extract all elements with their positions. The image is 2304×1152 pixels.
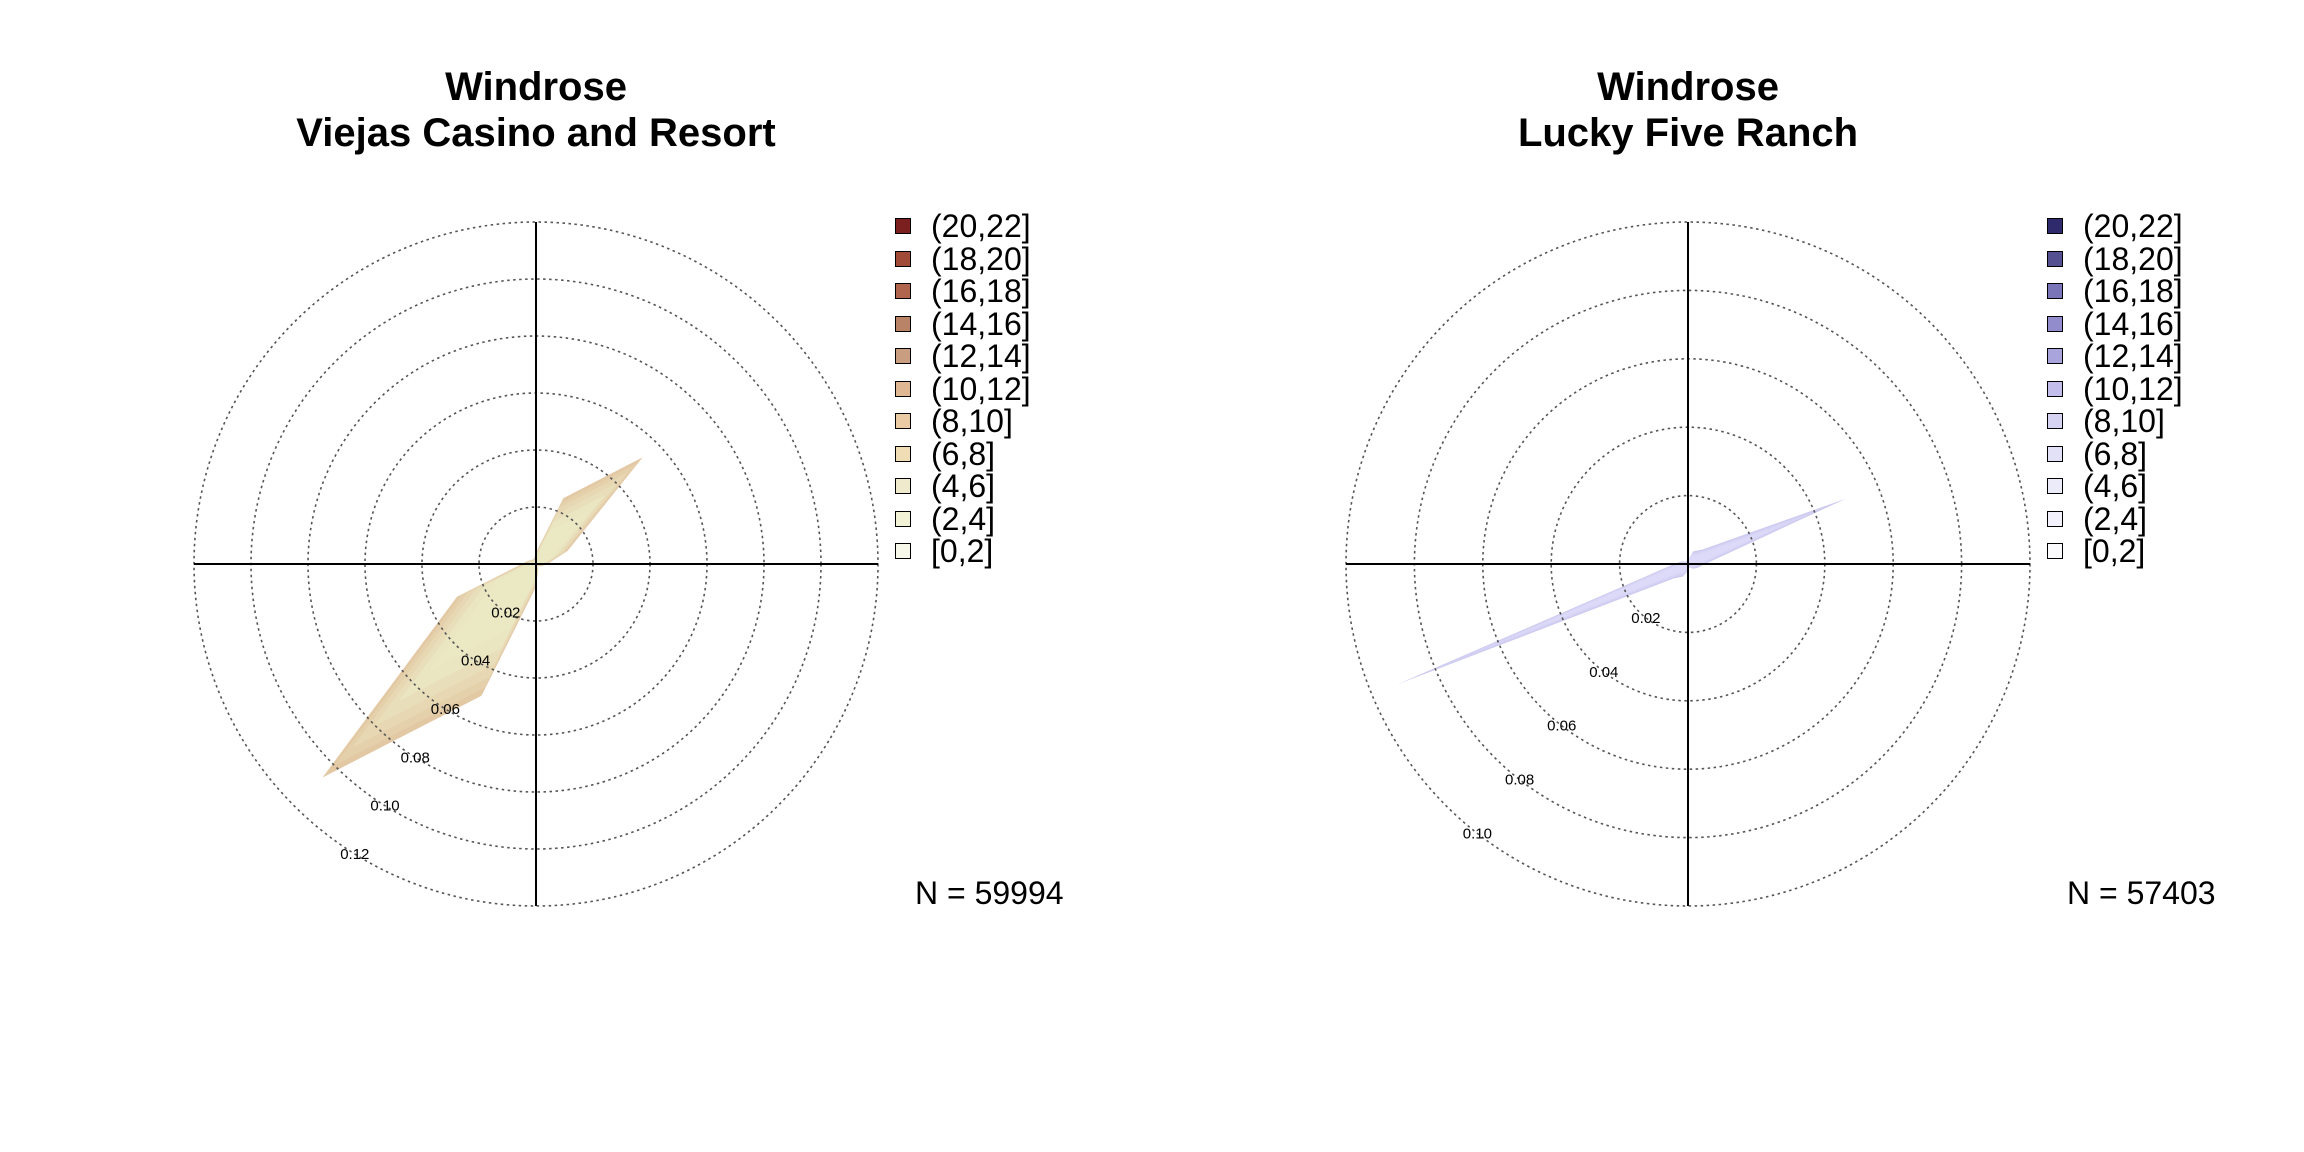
radial-tick-label: 0.02 xyxy=(1631,610,1660,627)
legend-label: (14,16] xyxy=(931,305,1031,342)
legend-label: (2,4] xyxy=(2083,500,2148,537)
legend-label: (6,8] xyxy=(931,435,996,472)
legend-swatch xyxy=(895,315,911,332)
legend-swatch xyxy=(2047,413,2063,429)
legend-label: (8,10] xyxy=(2083,403,2165,439)
legend-label: [0,2] xyxy=(931,533,994,569)
legend-swatch xyxy=(2047,510,2063,527)
legend-swatch xyxy=(895,218,911,234)
legend-label: (16,18] xyxy=(2083,273,2183,309)
legend-label: (12,14] xyxy=(931,338,1031,374)
windrose-plot: 0.02 0.04 0.06 0.08 0.10 0.12 xyxy=(193,221,879,907)
legend-label: (10,12] xyxy=(931,370,1031,407)
chart-title: Windrose xyxy=(1597,65,1779,109)
legend-swatch xyxy=(895,413,911,429)
radial-tick-label: 0.04 xyxy=(461,653,490,670)
legend-label: (18,20] xyxy=(2083,240,2183,277)
legend-swatch xyxy=(2047,283,2063,299)
legend-label: (16,18] xyxy=(931,273,1031,309)
rose-layer-6 xyxy=(1586,541,1744,607)
legend-label: (6,8] xyxy=(2083,435,2148,472)
legend-label: (14,16] xyxy=(2083,305,2183,342)
legend-label: (8,10] xyxy=(931,403,1013,439)
radial-tick-label: 0.08 xyxy=(1505,772,1534,789)
chart-title: Windrose xyxy=(445,65,627,109)
radial-tick-label: 0.12 xyxy=(340,846,369,863)
n-count-label: N = 57403 xyxy=(2067,875,2216,911)
legend-swatch xyxy=(2047,445,2063,462)
legend-swatch xyxy=(2047,250,2063,267)
radial-tick-label: 0.04 xyxy=(1589,664,1618,681)
radial-tick-label: 0.02 xyxy=(491,604,520,621)
legend-label: (10,12] xyxy=(2083,370,2183,407)
radial-tick-label: 0.10 xyxy=(370,798,399,815)
legend-swatch xyxy=(895,445,911,462)
legend-label: (20,22] xyxy=(2083,208,2183,244)
legend-swatch xyxy=(895,478,911,494)
chart-subtitle: Lucky Five Ranch xyxy=(1517,111,1859,155)
legend-label: (2,4] xyxy=(931,500,996,537)
legend-label: (4,6] xyxy=(2083,468,2148,504)
legend-swatch xyxy=(895,250,911,267)
legend-label: (20,22] xyxy=(931,208,1031,244)
rose-layer-6 xyxy=(461,526,574,639)
legend-swatch xyxy=(895,380,911,397)
legend-swatch xyxy=(2047,380,2063,397)
radial-tick-label: 0.06 xyxy=(431,701,460,718)
legend-label: (4,6] xyxy=(931,468,996,504)
legend-swatch xyxy=(2047,315,2063,332)
radial-tick-label: 0.08 xyxy=(401,749,430,766)
legend-label: (18,20] xyxy=(931,240,1031,277)
windrose-panel-left: Windrose Viejas Casino and Resort 0.02 0.… xyxy=(193,65,1064,911)
legend-swatch xyxy=(895,283,911,299)
windrose-panel-right: Windrose Lucky Five Ranch 0.02 0.04 0.06 0.… xyxy=(1152,0,2304,1152)
legend-swatch xyxy=(895,543,911,559)
n-count-label: N = 59994 xyxy=(915,875,1064,911)
legend-swatch xyxy=(2047,218,2063,234)
windrose-plot: 0.02 0.04 0.06 0.08 0.10 xyxy=(1345,221,2031,907)
radial-tick-label: 0.06 xyxy=(1547,718,1576,735)
chart-subtitle: Viejas Casino and Resort xyxy=(296,111,776,155)
legend-label: (12,14] xyxy=(2083,338,2183,374)
legend-swatch xyxy=(2047,348,2063,364)
legend-swatch xyxy=(2047,478,2063,494)
legend-swatch xyxy=(895,348,911,364)
legend-label: [0,2] xyxy=(2083,533,2146,569)
legend-swatch xyxy=(2047,543,2063,559)
legend-swatch xyxy=(895,510,911,527)
radial-tick-label: 0.10 xyxy=(1463,826,1492,843)
